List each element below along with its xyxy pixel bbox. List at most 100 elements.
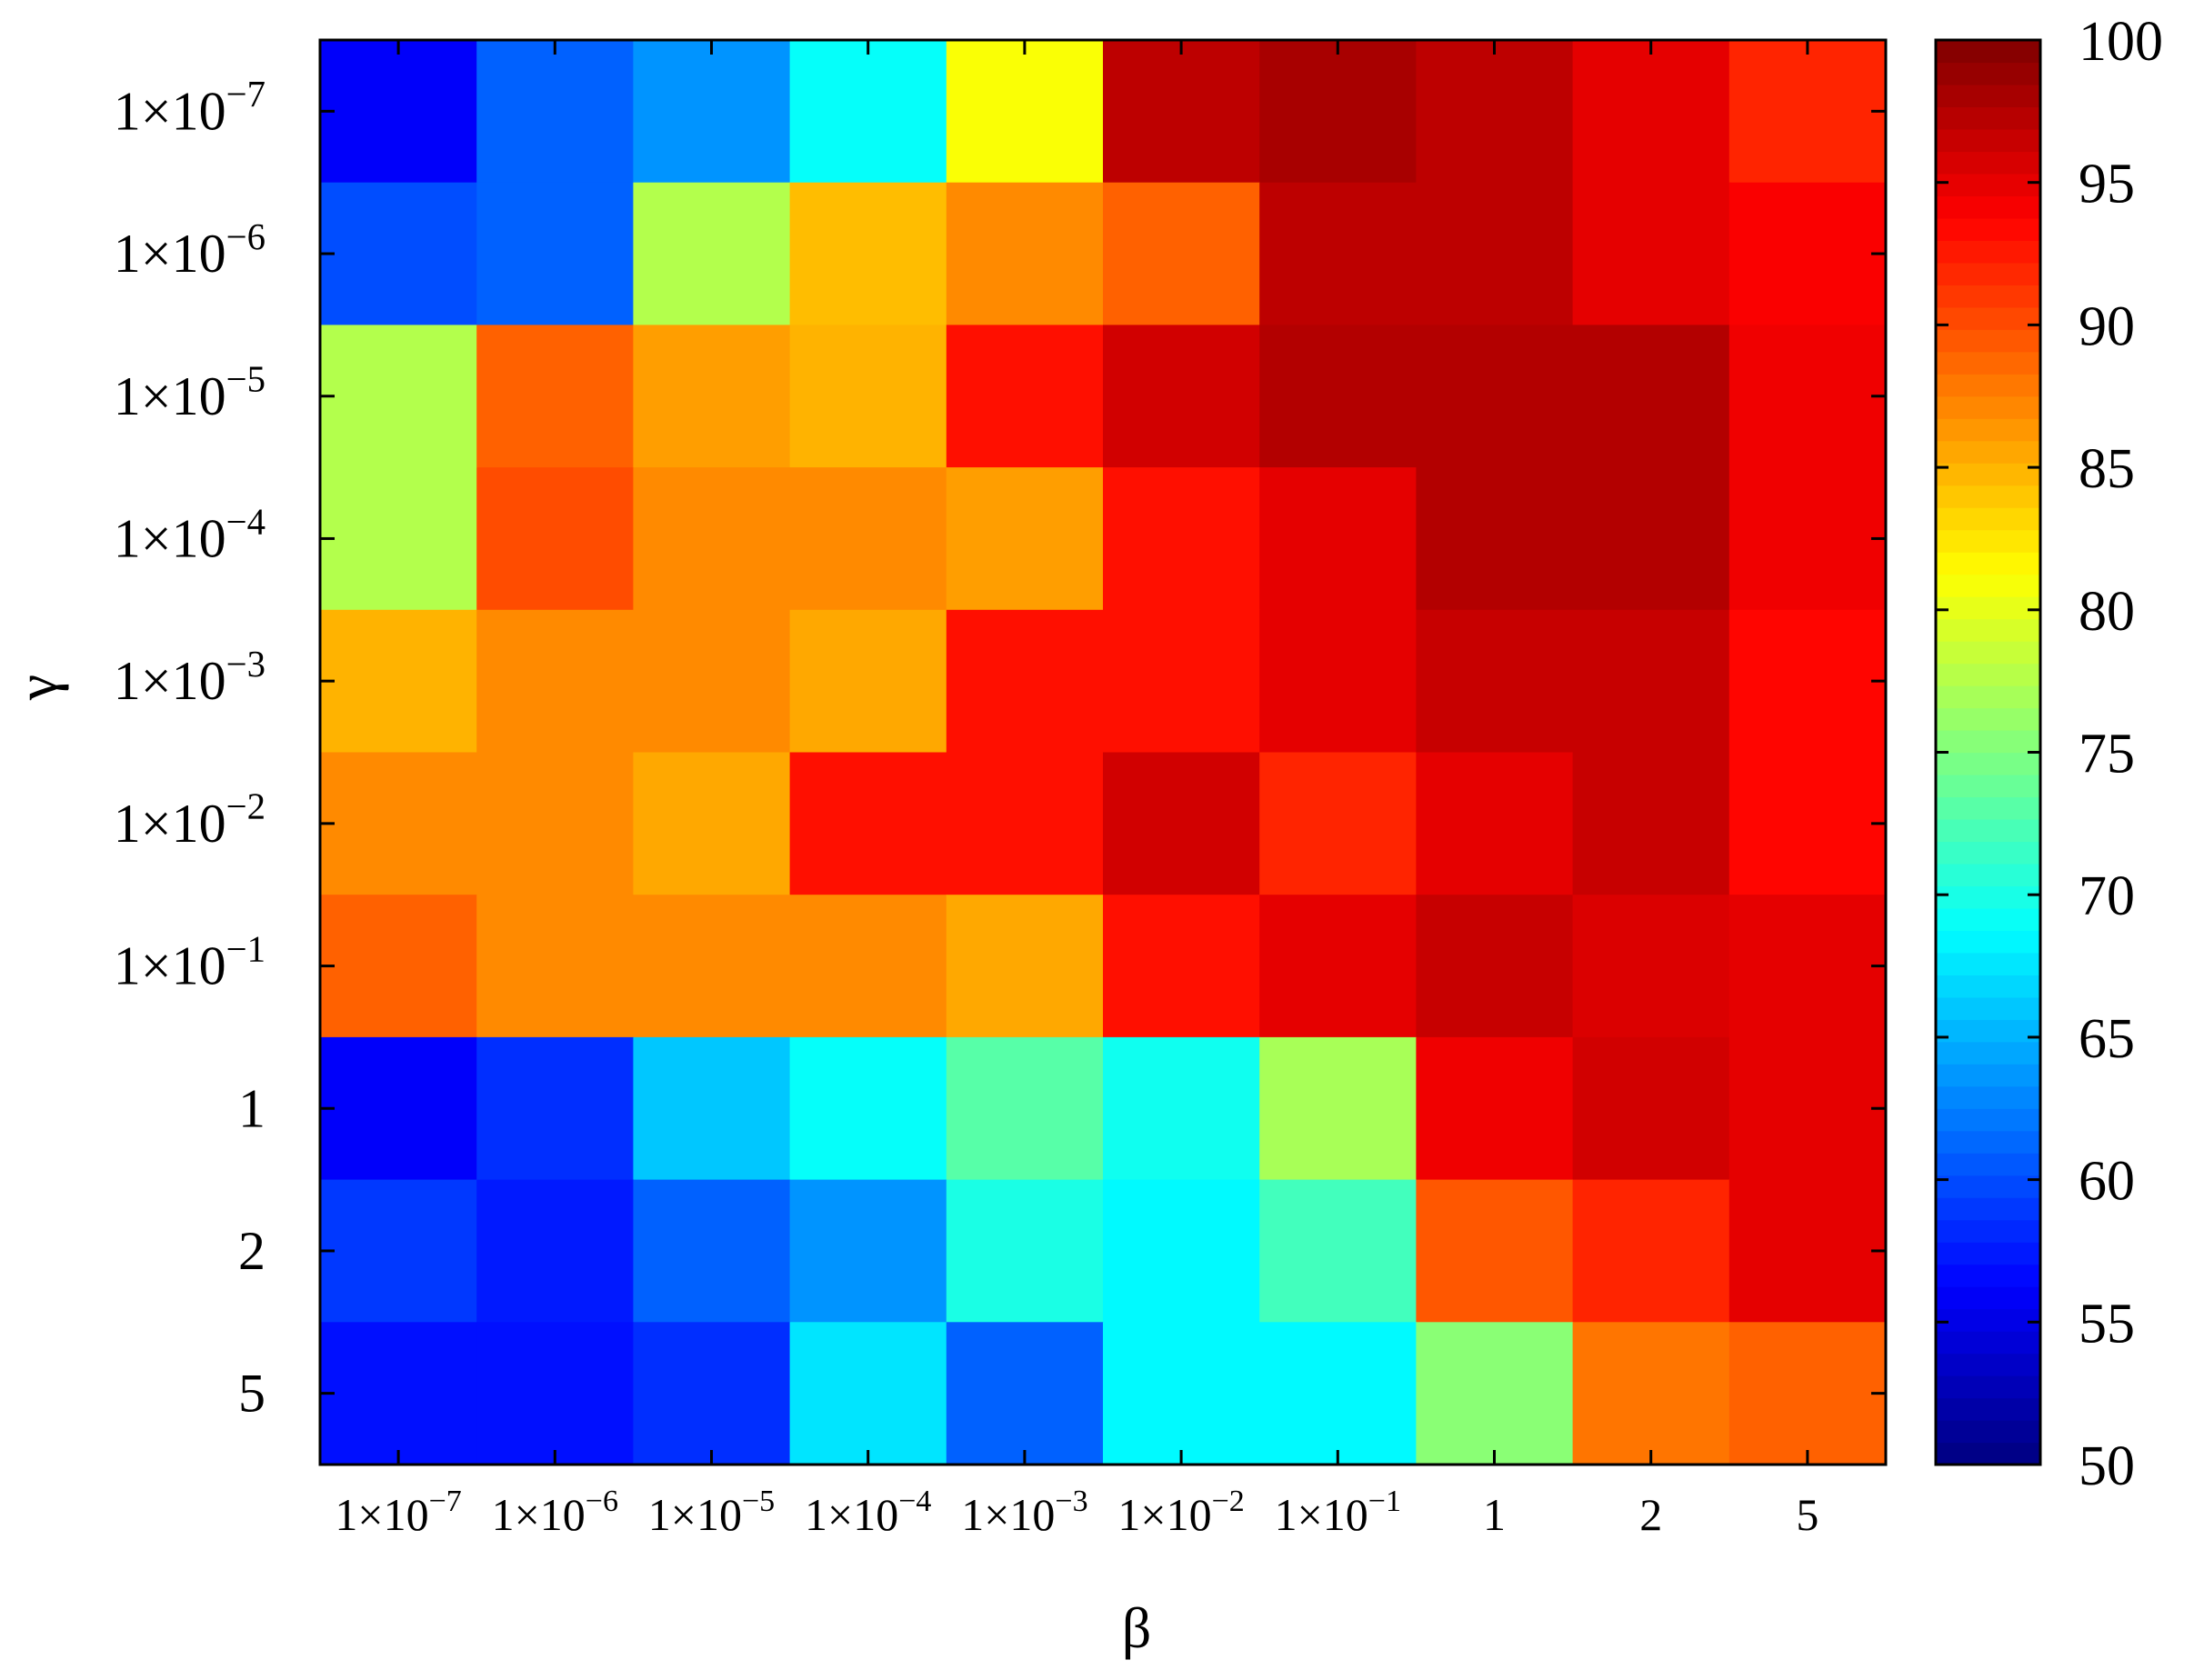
heatmap-cell xyxy=(1259,609,1417,754)
colorbar-tick-label: 60 xyxy=(2079,1151,2135,1213)
colorbar-band xyxy=(1936,818,2040,843)
heatmap-cell xyxy=(476,1179,634,1323)
heatmap-cell xyxy=(1416,752,1574,895)
heatmap-cell xyxy=(633,325,791,468)
colorbar-band xyxy=(1936,262,2040,285)
heatmap-cell xyxy=(1572,325,1730,468)
colorbar-band xyxy=(1936,596,2040,620)
heatmap-cell xyxy=(946,467,1104,611)
colorbar-band xyxy=(1936,463,2040,486)
colorbar-tick-label: 95 xyxy=(2079,154,2135,215)
colorbar-band xyxy=(1936,1286,2040,1310)
x-tick-label: 1×10−1 xyxy=(1275,1485,1401,1540)
heatmap-cell xyxy=(633,1036,791,1181)
heatmap-cell xyxy=(1259,467,1417,611)
heatmap-cell xyxy=(1572,1179,1730,1323)
x-tick-label: 5 xyxy=(1796,1489,1818,1540)
heatmap-cell xyxy=(1259,182,1417,325)
colorbar-band xyxy=(1936,1175,2040,1198)
colorbar-band xyxy=(1936,1108,2040,1132)
heatmap-cell xyxy=(1103,182,1260,325)
heatmap-cell xyxy=(1259,895,1417,1038)
colorbar-band xyxy=(1936,618,2040,642)
heatmap-cell xyxy=(320,752,477,895)
heatmap-cells xyxy=(320,40,1887,1465)
colorbar-band xyxy=(1936,841,2040,865)
colorbar-band xyxy=(1936,529,2040,553)
y-tick-label: 2 xyxy=(238,1221,265,1281)
x-tick-label: 2 xyxy=(1639,1489,1662,1540)
heatmap-cell xyxy=(1572,609,1730,754)
heatmap-cell xyxy=(1259,1179,1417,1323)
colorbar-tick-label: 90 xyxy=(2079,295,2135,357)
colorbar-band xyxy=(1936,996,2040,1020)
heatmap-cell xyxy=(789,325,947,468)
heatmap-cell xyxy=(789,895,947,1038)
colorbar: 50 55 60 65 70 75 80 85 90 95 100 xyxy=(1934,11,2163,1497)
colorbar-band xyxy=(1936,151,2040,175)
heatmap-cell xyxy=(789,752,947,895)
heatmap-cell xyxy=(320,895,477,1038)
heatmap-cell xyxy=(476,325,634,468)
heatmap-cell xyxy=(1728,467,1887,611)
heatmap-cell xyxy=(320,1179,477,1323)
heatmap-cell xyxy=(789,609,947,754)
colorbar-band xyxy=(1936,685,2040,709)
heatmap-cell xyxy=(1259,1036,1417,1181)
heatmap-cell xyxy=(320,1322,477,1465)
heatmap-cell xyxy=(1259,752,1417,895)
heatmap-cell xyxy=(1728,40,1887,184)
colorbar-band xyxy=(1936,1219,2040,1243)
heatmap-cell xyxy=(1416,609,1574,754)
heatmap-cell xyxy=(1572,182,1730,325)
heatmap-cell xyxy=(1259,325,1417,468)
heatmap-cell xyxy=(633,467,791,611)
heatmap-cell xyxy=(320,609,477,754)
colorbar-tick-label: 80 xyxy=(2079,581,2135,643)
heatmap-cell xyxy=(946,40,1104,184)
x-tick-label: 1×10−2 xyxy=(1117,1485,1244,1540)
heatmap-cell xyxy=(1728,752,1887,895)
heatmap-cell xyxy=(1572,1322,1730,1465)
heatmap-cell xyxy=(946,895,1104,1038)
heatmap-cell xyxy=(1416,182,1574,325)
colorbar-band xyxy=(1936,1064,2040,1087)
heatmap-cell xyxy=(1728,325,1887,468)
y-tick-label: 5 xyxy=(238,1364,265,1424)
colorbar-band xyxy=(1936,574,2040,597)
colorbar-band xyxy=(1936,418,2040,442)
heatmap-cell xyxy=(789,182,947,325)
heatmap-cell xyxy=(1728,1322,1887,1465)
heatmap-cell xyxy=(1259,1322,1417,1465)
heatmap-cell xyxy=(476,1322,634,1465)
plot-frame xyxy=(318,38,1888,1466)
heatmap-cell xyxy=(946,1322,1104,1465)
heatmap-cell xyxy=(1572,895,1730,1038)
colorbar-band xyxy=(1936,329,2040,353)
y-axis-label: γ xyxy=(5,675,69,701)
heatmap-cell xyxy=(946,325,1104,468)
heatmap-cell xyxy=(1103,1322,1260,1465)
y-axis-ticks: 1×10−7 1×10−6 1×10−5 1×10−4 1×10−3 1×10−2 1×10… xyxy=(114,74,1886,1424)
colorbar-band xyxy=(1936,1353,2040,1376)
heatmap-cell xyxy=(476,752,634,895)
heatmap-cell xyxy=(1103,609,1260,754)
heatmap-cell xyxy=(1103,752,1260,895)
colorbar-band xyxy=(1936,641,2040,665)
colorbar-band xyxy=(1936,306,2040,330)
colorbar-band xyxy=(1936,885,2040,909)
colorbar-band xyxy=(1936,62,2040,85)
colorbar-band xyxy=(1936,796,2040,820)
y-tick-label: 1 xyxy=(238,1078,265,1138)
heatmap-cell xyxy=(1416,325,1574,468)
colorbar-band xyxy=(1936,240,2040,264)
heatmap-cell xyxy=(476,895,634,1038)
colorbar-tick-label: 55 xyxy=(2079,1293,2135,1355)
heatmap-cell xyxy=(1416,1036,1574,1181)
heatmap-cell xyxy=(789,1036,947,1181)
heatmap-cell xyxy=(789,1322,947,1465)
colorbar-tick-label: 65 xyxy=(2079,1008,2135,1070)
colorbar-band xyxy=(1936,707,2040,731)
heatmap-cell xyxy=(476,182,634,325)
